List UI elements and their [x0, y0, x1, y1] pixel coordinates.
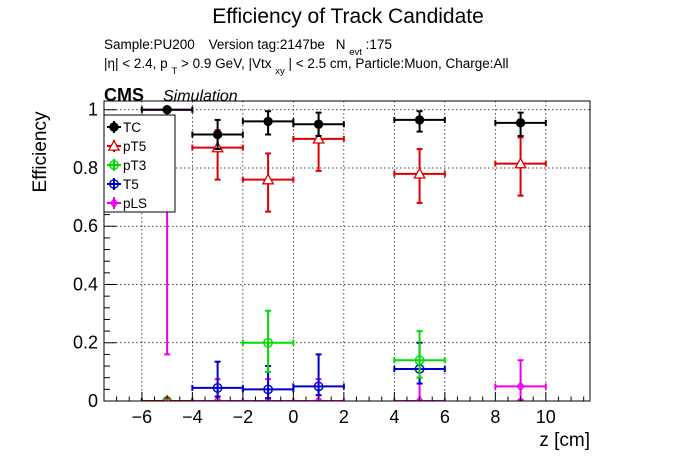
x-tick-label-2: 2	[339, 407, 349, 427]
subtitle-sample: Sample:PU200	[104, 37, 195, 52]
subtitle-version: Version tag:2147be	[209, 37, 325, 52]
series-TC	[140, 105, 547, 151]
x-tick-label-8: 8	[490, 407, 500, 427]
subtitle-rest: | < 2.5 cm, Particle:Muon, Charge:All	[289, 56, 509, 71]
TC-point-0	[162, 105, 172, 115]
T5-point-1	[212, 382, 223, 393]
legend-entry-pLS: pLS	[107, 196, 147, 211]
cms-label: CMS	[104, 85, 144, 105]
pLS-point-5	[516, 381, 525, 392]
pLS-point-2	[263, 395, 273, 401]
subtitle-pt-cut: > 0.9 GeV, |Vtx	[181, 56, 272, 71]
plot-frame-box	[103, 100, 591, 402]
y-tick-label-0: 0	[88, 391, 98, 411]
subtitle-nevt-value: :175	[366, 37, 392, 52]
x-axis-label: z [cm]	[539, 430, 590, 451]
simulation-label: Simulation	[163, 88, 238, 105]
legend: TC pT5 pT3 T5 pLS	[103, 114, 176, 213]
subtitle-pt-sub: T	[171, 66, 177, 77]
legend-label-TC: TC	[123, 120, 141, 135]
chart-subtitle-line-2: |η| < 2.4, p T > 0.9 GeV, |Vtx xy | < 2.…	[104, 56, 509, 77]
y-tick-label-4: 0.8	[73, 158, 98, 178]
grid-lines	[104, 101, 590, 401]
legend-marker-pT3	[109, 160, 119, 170]
x-tick-label--4: −4	[182, 407, 203, 427]
subtitle-eta-cut: |η| < 2.4, p	[104, 56, 168, 71]
legend-label-pT3: pT3	[123, 158, 146, 173]
series-pT5	[140, 120, 547, 401]
TC-point-5	[515, 118, 526, 128]
chart-title: Efficiency of Track Candidate	[212, 5, 484, 28]
y-axis-label: Efficiency	[30, 111, 51, 192]
chart-subtitle-line-1: Sample:PU200 Version tag:2147be N evt :1…	[104, 37, 392, 58]
T5-point-3	[313, 381, 324, 392]
x-tick-label-4: 4	[389, 407, 399, 427]
legend-entry-T5: T5	[107, 177, 139, 192]
pLS-point-1	[213, 395, 222, 401]
legend-marker-T5	[109, 179, 119, 189]
data-series	[140, 104, 547, 401]
subtitle-nevt-sub: evt	[349, 47, 362, 58]
pLS-point-3	[314, 395, 323, 401]
x-tick-label--6: −6	[132, 407, 153, 427]
x-tick-label-10: 10	[536, 407, 556, 427]
y-tick-label-3: 0.6	[73, 216, 98, 236]
pT3-point-2	[414, 355, 425, 366]
legend-entry-pT3: pT3	[107, 158, 146, 173]
T5-point-2	[263, 384, 274, 395]
subtitle-vtx-sub: xy	[275, 66, 285, 77]
TC-point-4	[414, 115, 425, 125]
legend-label-pT5: pT5	[123, 139, 146, 154]
pLS-point-4	[415, 395, 424, 401]
legend-marker-TC	[109, 122, 119, 132]
legend-marker-pLS	[109, 197, 119, 209]
pT3-point-1	[263, 337, 274, 348]
TC-point-1	[212, 129, 223, 140]
pT5-point-2	[261, 173, 275, 185]
legend-label-T5: T5	[123, 177, 139, 192]
TC-point-2	[263, 116, 273, 127]
y-tick-label-5: 1	[88, 100, 98, 120]
legend-entry-pT5: pT5	[107, 139, 146, 154]
y-tick-label-2: 0.4	[73, 274, 98, 294]
pT5-point-4	[413, 167, 426, 179]
subtitle-nevt: N	[336, 37, 346, 52]
x-tick-label--2: −2	[233, 407, 254, 427]
pT5-point-3	[312, 132, 325, 144]
y-tick-label-1: 0.2	[73, 333, 98, 353]
x-tick-label-6: 6	[440, 407, 450, 427]
legend-marker-pT5	[107, 139, 121, 151]
pT5-point-5	[514, 157, 527, 169]
legend-label-pLS: pLS	[123, 196, 147, 211]
x-tick-label-0: 0	[288, 407, 298, 427]
TC-point-3	[313, 119, 324, 130]
plot-frame: −6 −4 −2 0 2 4 6 8 10 0 0.2 0.4 0.6 0.8 1	[73, 100, 591, 427]
legend-entry-TC: TC	[107, 120, 141, 135]
